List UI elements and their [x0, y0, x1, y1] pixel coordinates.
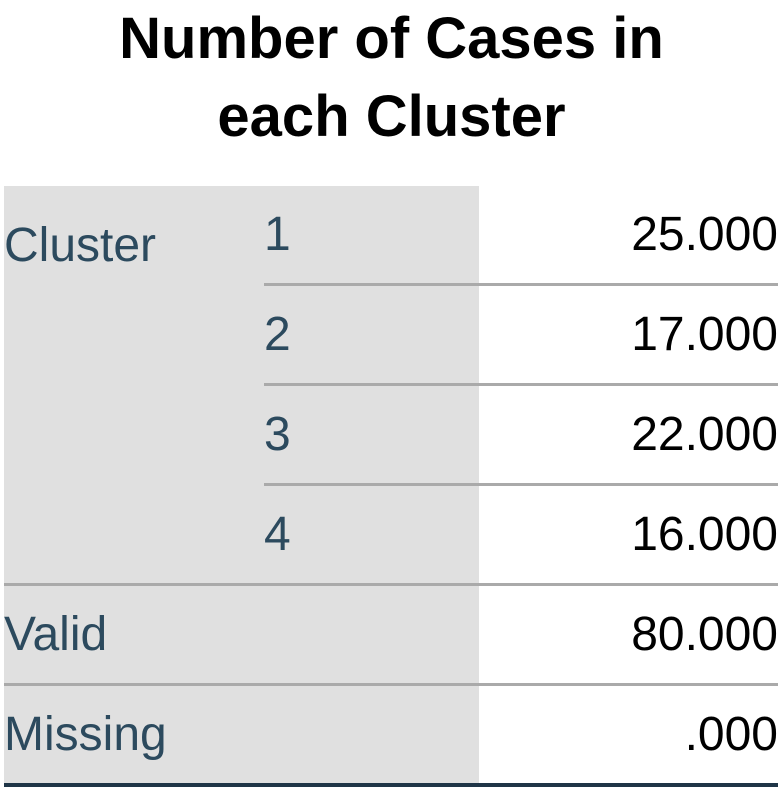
cluster-number-label: 3	[264, 384, 479, 486]
table-title-line-2: each Cluster	[217, 84, 566, 149]
table-row: 2 17.000	[4, 284, 778, 386]
table-title: Number of Cases in each Cluster	[0, 0, 783, 156]
valid-count-value: 80.000	[479, 584, 778, 686]
cluster-count-value: 25.000	[479, 186, 778, 286]
cluster-count-value: 22.000	[479, 384, 778, 486]
cluster-number-label: 4	[264, 484, 479, 586]
cluster-case-count-table: Cluster 1 25.000 2 17.000 3 22.000 4 16.…	[4, 186, 778, 787]
cluster-count-value: 16.000	[479, 484, 778, 586]
table-row: Cluster 1 25.000	[4, 186, 778, 586]
valid-label: Valid	[4, 584, 479, 686]
cluster-count-value: 17.000	[479, 284, 778, 386]
table-row: Missing .000	[4, 684, 778, 787]
table-row: 3 22.000	[4, 384, 778, 486]
table-row: 4 16.000	[4, 484, 778, 586]
cluster-group-label: Cluster	[4, 186, 264, 586]
missing-label: Missing	[4, 684, 479, 787]
table-title-line-1: Number of Cases in	[119, 6, 664, 71]
cluster-number-label: 2	[264, 284, 479, 386]
missing-count-value: .000	[479, 684, 778, 787]
cluster-number-label: 1	[264, 186, 479, 286]
table-row: Valid 80.000	[4, 584, 778, 686]
